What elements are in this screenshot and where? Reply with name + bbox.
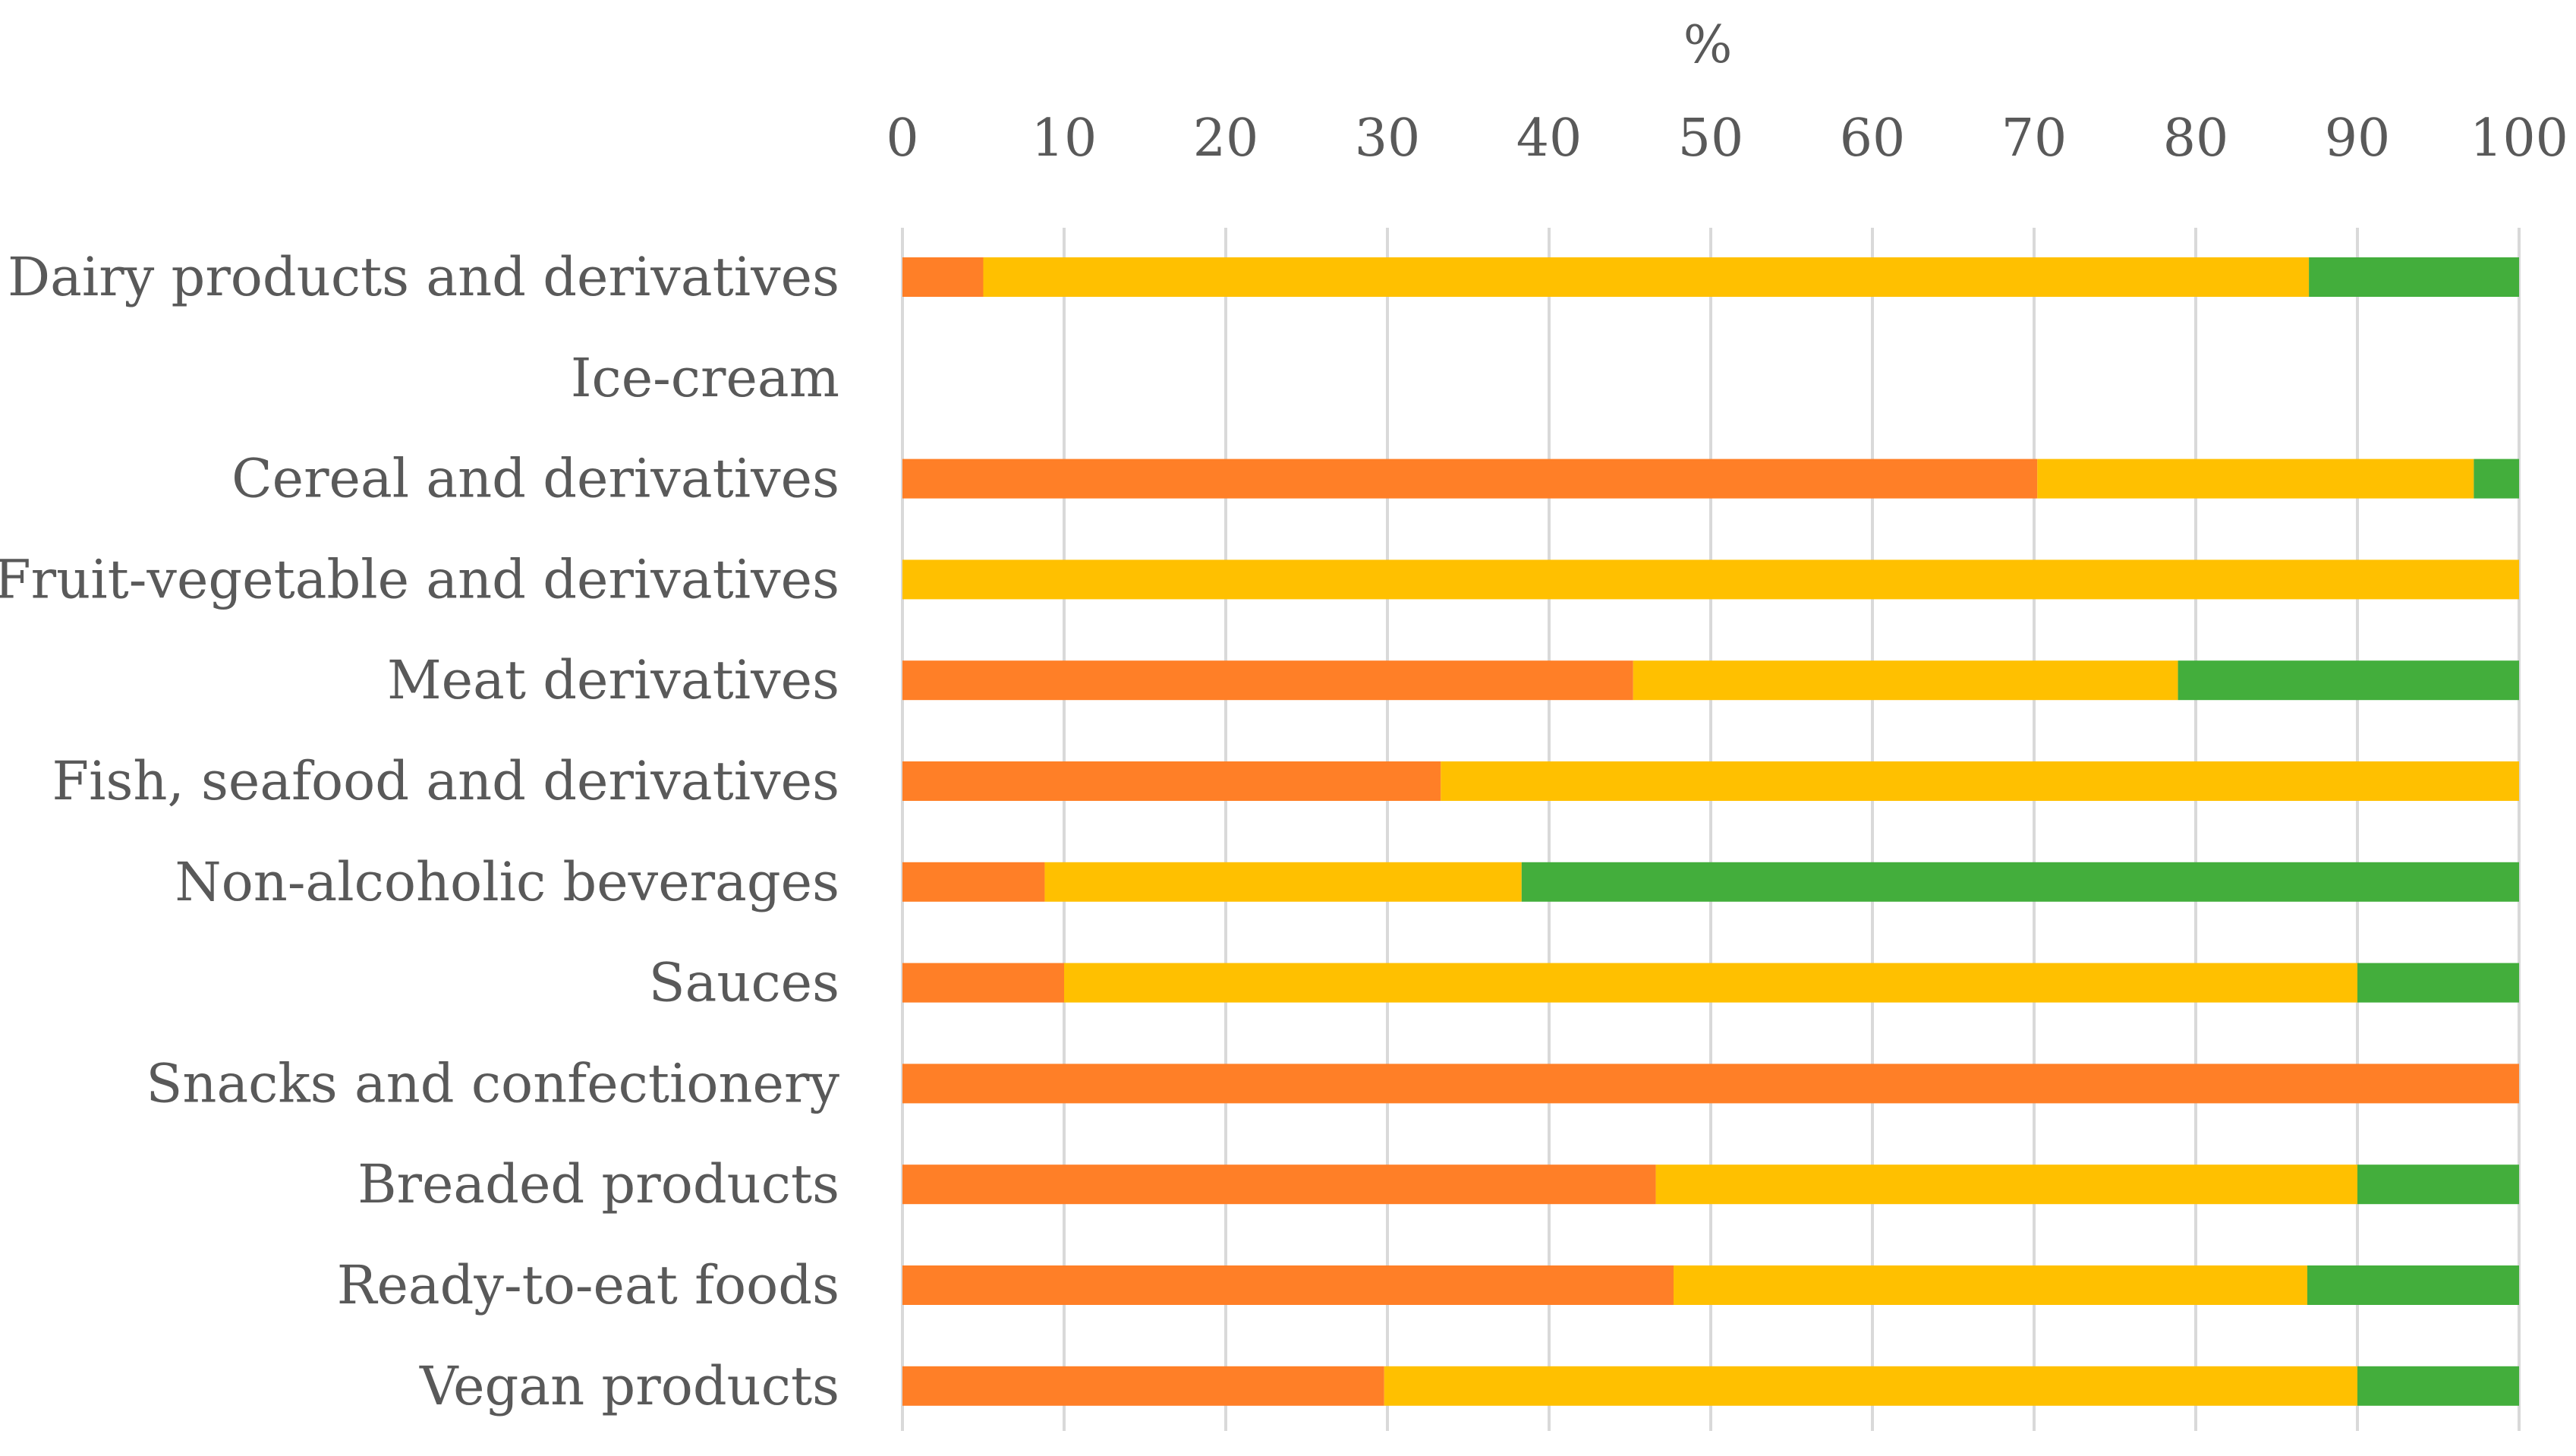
x-tick-label: 90 [2325, 109, 2391, 169]
bar-segment-series-1 [902, 257, 984, 297]
bar-segment-series-2 [2037, 459, 2474, 499]
x-tick-label: 60 [1840, 109, 1906, 169]
bar-segment-series-3 [2357, 1164, 2519, 1205]
bar-segment-series-3 [2474, 459, 2519, 499]
category-label: Fish, seafood and derivatives [52, 750, 839, 812]
bar-segment-series-3 [2357, 963, 2519, 1003]
bars [902, 257, 2519, 1406]
bar-segment-series-2 [983, 257, 2310, 297]
bar-segment-series-3 [2309, 257, 2519, 297]
category-label: Meat derivatives [387, 649, 839, 711]
x-tick-labels: 0 10 20 30 40 50 60 70 80 90 100 [886, 109, 2568, 169]
category-label: Snacks and confectionery [146, 1052, 839, 1114]
category-label: Dairy products and derivatives [8, 246, 839, 308]
bar-segment-series-1 [902, 963, 1064, 1003]
bar-segment-series-1 [902, 1265, 1674, 1305]
category-label: Fruit-vegetable and derivatives [0, 548, 839, 610]
category-label: Ice-cream [571, 347, 839, 409]
bar-segment-series-1 [902, 660, 1633, 701]
x-tick-label: 80 [2163, 109, 2229, 169]
bar-segment-series-2 [902, 559, 2519, 600]
x-tick-label: 100 [2470, 109, 2568, 169]
bar-segment-series-2 [1044, 862, 1522, 902]
x-tick-label: 10 [1031, 109, 1097, 169]
bar-segment-series-1 [902, 761, 1441, 801]
gridlines [901, 228, 2521, 1431]
bar-segment-series-2 [1064, 963, 2357, 1003]
x-tick-label: 40 [1516, 109, 1582, 169]
x-tick-label: 30 [1355, 109, 1421, 169]
bar-segment-series-1 [902, 1164, 1656, 1205]
category-labels: Dairy products and derivatives Ice-cream C… [0, 246, 839, 1417]
category-label: Non-alcoholic beverages [175, 851, 839, 913]
category-label: Ready-to-eat foods [337, 1254, 839, 1316]
bar-segment-series-3 [1521, 862, 2519, 902]
bar-segment-series-2 [1633, 660, 2178, 701]
x-tick-label: 20 [1193, 109, 1259, 169]
category-label: Vegan products [419, 1355, 839, 1417]
x-tick-label: 70 [2001, 109, 2067, 169]
bar-segment-series-1 [902, 1064, 2519, 1104]
bar-segment-series-3 [2178, 660, 2519, 701]
bar-segment-series-2 [1655, 1164, 2357, 1205]
bar-segment-series-1 [902, 862, 1045, 902]
x-tick-label: 0 [886, 109, 918, 169]
x-axis-title: % [1683, 15, 1733, 75]
category-label: Sauces [649, 952, 839, 1014]
bar-segment-series-1 [902, 459, 2038, 499]
bar-segment-series-2 [1441, 761, 2519, 801]
bar-segment-series-1 [902, 1366, 1384, 1406]
bar-segment-series-3 [2307, 1265, 2519, 1305]
bar-segment-series-2 [1384, 1366, 2357, 1406]
category-label: Cereal and derivatives [231, 448, 839, 510]
bar-segment-series-2 [1674, 1265, 2307, 1305]
bar-segment-series-3 [2357, 1366, 2519, 1406]
x-tick-label: 50 [1678, 109, 1744, 169]
category-label: Breaded products [357, 1153, 839, 1215]
